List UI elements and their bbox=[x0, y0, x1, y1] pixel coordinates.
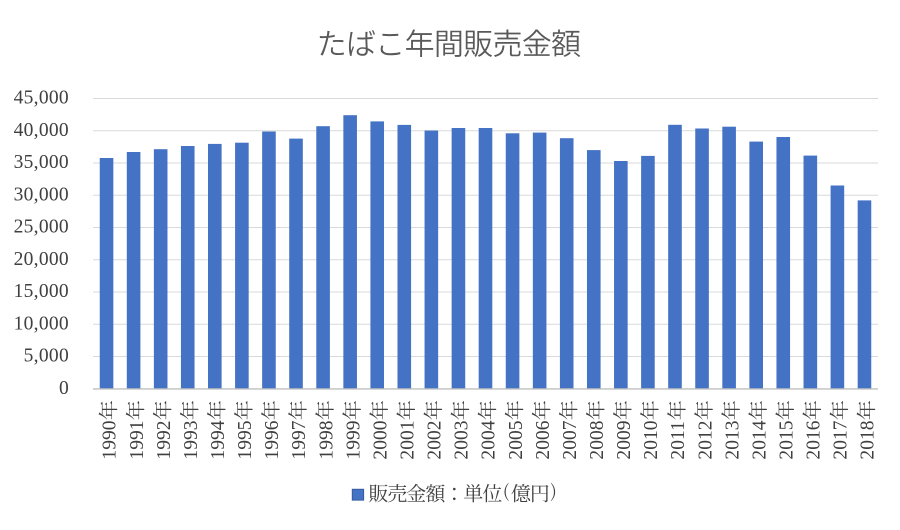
svg-text:1995: 1995 bbox=[235, 420, 256, 459]
svg-text:5,000: 5,000 bbox=[24, 346, 69, 367]
svg-text:2007: 2007 bbox=[560, 420, 581, 459]
svg-text:2008: 2008 bbox=[587, 420, 608, 459]
svg-text:1992: 1992 bbox=[154, 420, 175, 459]
svg-text:1994: 1994 bbox=[208, 420, 229, 459]
svg-text:35,000: 35,000 bbox=[14, 152, 69, 173]
svg-text:15,000: 15,000 bbox=[14, 281, 69, 302]
svg-text:0: 0 bbox=[59, 378, 69, 399]
svg-text:25,000: 25,000 bbox=[14, 217, 69, 238]
svg-text:10,000: 10,000 bbox=[14, 313, 69, 334]
svg-text:1998: 1998 bbox=[316, 420, 337, 459]
svg-text:1993: 1993 bbox=[181, 420, 202, 459]
svg-text:2015: 2015 bbox=[776, 420, 797, 459]
svg-text:2012: 2012 bbox=[695, 420, 716, 459]
svg-text:1997: 1997 bbox=[289, 420, 310, 459]
svg-text:2003: 2003 bbox=[452, 420, 473, 459]
svg-text:2001: 2001 bbox=[397, 420, 418, 459]
svg-text:2016: 2016 bbox=[804, 420, 825, 459]
svg-text:2010: 2010 bbox=[641, 420, 662, 459]
svg-text:30,000: 30,000 bbox=[14, 184, 69, 205]
svg-text:20,000: 20,000 bbox=[14, 249, 69, 270]
svg-text:2017: 2017 bbox=[831, 420, 852, 459]
svg-text:2006: 2006 bbox=[533, 420, 554, 459]
svg-text:2014: 2014 bbox=[749, 420, 770, 459]
svg-text:2013: 2013 bbox=[722, 420, 743, 459]
svg-text:2002: 2002 bbox=[425, 420, 446, 459]
svg-text:2018: 2018 bbox=[858, 420, 879, 459]
svg-text:1996: 1996 bbox=[262, 420, 283, 459]
svg-text:1990: 1990 bbox=[100, 420, 121, 459]
svg-text:2011: 2011 bbox=[668, 421, 689, 459]
svg-text:45,000: 45,000 bbox=[14, 88, 69, 109]
svg-text:2004: 2004 bbox=[479, 420, 500, 459]
svg-text:2009: 2009 bbox=[614, 420, 635, 459]
svg-text:2005: 2005 bbox=[506, 420, 527, 459]
svg-text:40,000: 40,000 bbox=[14, 120, 69, 141]
svg-text:1999: 1999 bbox=[343, 420, 364, 459]
svg-text:1991: 1991 bbox=[127, 420, 148, 459]
svg-text:2000: 2000 bbox=[370, 420, 391, 459]
